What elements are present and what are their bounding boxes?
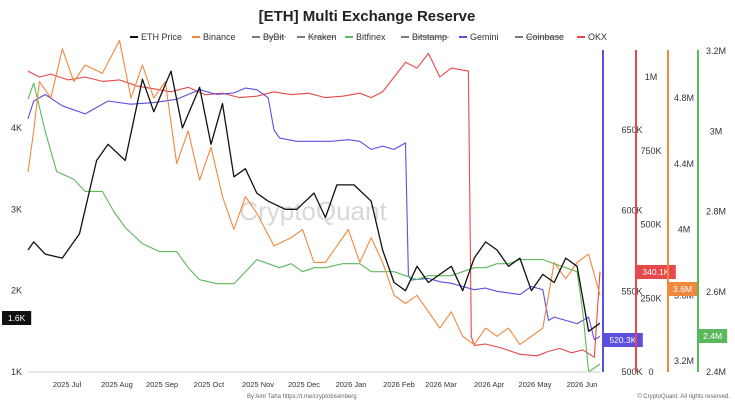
y-tick-label: 0 bbox=[648, 367, 653, 377]
plot-area bbox=[27, 39, 601, 373]
y-tick-label: 3.2M bbox=[706, 46, 726, 56]
x-tick-label: 2025 Jul bbox=[53, 380, 82, 389]
x-tick-label: 2026 May bbox=[519, 380, 552, 389]
y-tick-label: 2.4M bbox=[706, 367, 726, 377]
legend: ETH Price Binance ByBit Kraken Bitfinex Bitst… bbox=[130, 32, 607, 42]
legend-label: Bitfinex bbox=[356, 32, 386, 42]
axis-okx: 0 250K 500K 750K 1M 340.1K bbox=[635, 50, 676, 377]
value-badge-price: 1.6K bbox=[2, 311, 32, 325]
chart-title: [ETH] Multi Exchange Reserve bbox=[259, 8, 476, 25]
badge-bg bbox=[698, 329, 728, 343]
x-tick-label: 2025 Nov bbox=[242, 380, 274, 389]
x-tick-label: 2026 Mar bbox=[425, 380, 457, 389]
axis-bitfinex: 2.4M 2.6M 2.8M 3M 3.2M 2.4M bbox=[697, 46, 728, 377]
y-tick-label: 2K bbox=[11, 286, 22, 296]
y-tick-label: 4.4M bbox=[674, 159, 694, 169]
value-badge-binance: 3.6M bbox=[668, 282, 698, 296]
axis-binance: 3.2M3.6M4M4.4M4.8M3.6M bbox=[667, 50, 698, 372]
y-tick-label: 4.8M bbox=[674, 93, 694, 103]
badge-label: 1.6K bbox=[8, 313, 26, 323]
badge-bg bbox=[668, 282, 698, 296]
y-tick-label: 4M bbox=[678, 225, 691, 235]
legend-item-binance[interactable]: Binance bbox=[192, 32, 236, 42]
badge-bg bbox=[636, 265, 676, 279]
x-tick-label: 2025 Sep bbox=[146, 380, 178, 389]
y-tick-label: 2.6M bbox=[706, 287, 726, 297]
y-tick-label: 600K bbox=[621, 206, 642, 216]
value-badge-okx: 340.1K bbox=[636, 265, 676, 279]
y-tick-label: 3.2M bbox=[674, 356, 694, 366]
footer-copyright: © CryptoQuant. All rights reserved. bbox=[637, 393, 730, 400]
badge-label: 520.3K bbox=[609, 335, 636, 345]
footer-credit: By Amr Taha https://t.me/cryptobisenberg bbox=[247, 394, 357, 400]
x-tick-label: 2025 Oct bbox=[194, 380, 225, 389]
series-line-bitfinex bbox=[27, 82, 601, 373]
axis-price: 1K 2K 3K 4K 1.6K bbox=[2, 123, 32, 377]
y-tick-label: 250K bbox=[640, 293, 661, 303]
legend-item-okx[interactable]: OKX bbox=[577, 32, 607, 42]
y-tick-label: 750K bbox=[640, 146, 661, 156]
legend-label: ETH Price bbox=[141, 32, 182, 42]
legend-item-bitfinex[interactable]: Bitfinex bbox=[345, 32, 386, 42]
badge-bg bbox=[2, 311, 32, 325]
y-tick-label: 550K bbox=[621, 286, 642, 296]
axis-gemini: 500K 550K 600K 650K 520.3K bbox=[602, 50, 643, 377]
y-tick-label: 2.8M bbox=[706, 207, 726, 217]
legend-label: Gemini bbox=[470, 32, 499, 42]
x-tick-label: 2026 Feb bbox=[383, 380, 415, 389]
legend-item-bybit[interactable]: ByBit bbox=[252, 32, 286, 42]
x-tick-label: 2026 Apr bbox=[474, 380, 505, 389]
y-tick-label: 3M bbox=[710, 126, 723, 136]
y-tick-label: 1K bbox=[11, 367, 22, 377]
series-line-binance bbox=[27, 39, 601, 346]
legend-label: OKX bbox=[588, 32, 607, 42]
x-tick-label: 2026 Jan bbox=[336, 380, 367, 389]
series-line-gemini bbox=[27, 87, 601, 341]
value-badge-bitfinex: 2.4M bbox=[698, 329, 728, 343]
y-tick-label: 650K bbox=[621, 125, 642, 135]
watermark: CryptoQuant bbox=[239, 196, 387, 226]
legend-item-kraken[interactable]: Kraken bbox=[297, 32, 337, 42]
legend-item-bitstamp[interactable]: Bitstamp bbox=[401, 32, 449, 42]
value-badge-gemini: 520.3K bbox=[603, 333, 643, 347]
y-tick-label: 1M bbox=[645, 72, 658, 82]
legend-item-eth-price[interactable]: ETH Price bbox=[130, 32, 182, 42]
y-tick-label: 500K bbox=[640, 220, 661, 230]
x-tick-label: 2025 Aug bbox=[101, 380, 133, 389]
y-tick-label: 500K bbox=[621, 367, 642, 377]
series-line-okx bbox=[27, 52, 601, 358]
y-tick-label: 4K bbox=[11, 123, 22, 133]
badge-label: 3.6M bbox=[673, 284, 692, 294]
axes: 2025 Jul 2025 Aug 2025 Sep 2025 Oct 2025 Nov… bbox=[2, 46, 728, 389]
legend-item-gemini[interactable]: Gemini bbox=[459, 32, 499, 42]
badge-bg bbox=[603, 333, 643, 347]
badge-label: 2.4M bbox=[703, 331, 722, 341]
series-line-eth-price bbox=[27, 70, 601, 332]
badge-label: 340.1K bbox=[642, 267, 669, 277]
legend-item-coinbase[interactable]: Coinbase bbox=[515, 32, 564, 42]
x-tick-label: 2026 Jun bbox=[567, 380, 598, 389]
legend-label: Binance bbox=[203, 32, 236, 42]
x-tick-label: 2025 Dec bbox=[288, 380, 320, 389]
y-tick-label: 3K bbox=[11, 204, 22, 214]
